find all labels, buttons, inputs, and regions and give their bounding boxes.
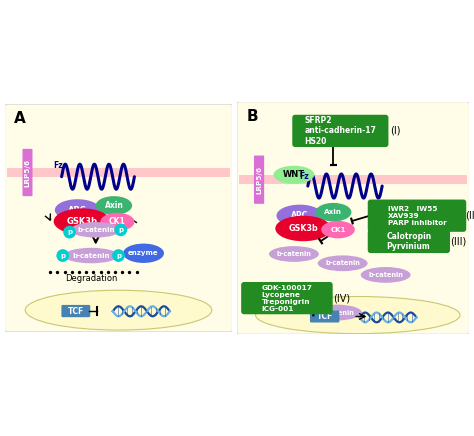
Text: SFRP2
anti-cadherin-17
HS20: SFRP2 anti-cadherin-17 HS20 [304, 116, 376, 146]
Text: WNT: WNT [283, 170, 305, 179]
Ellipse shape [273, 166, 314, 184]
Text: CK1: CK1 [109, 218, 126, 226]
Text: LRP5/6: LRP5/6 [256, 166, 262, 194]
Text: Axin: Axin [104, 201, 123, 210]
Text: (IV): (IV) [333, 293, 350, 303]
Circle shape [114, 224, 127, 236]
Text: B: B [246, 109, 258, 124]
Ellipse shape [55, 199, 100, 221]
Ellipse shape [123, 244, 164, 263]
Ellipse shape [312, 305, 362, 320]
Text: p: p [67, 229, 72, 235]
FancyBboxPatch shape [239, 176, 467, 184]
FancyBboxPatch shape [237, 102, 469, 334]
Text: b-catenin: b-catenin [368, 272, 403, 278]
Text: Degradation: Degradation [65, 274, 118, 283]
FancyBboxPatch shape [241, 282, 333, 314]
Ellipse shape [64, 248, 118, 263]
Text: TCF: TCF [68, 307, 84, 316]
Ellipse shape [100, 213, 135, 231]
Ellipse shape [54, 208, 110, 235]
Text: Axin: Axin [324, 209, 342, 215]
Text: GDK-100017
Lycopene
Treponigrin
ICG-001: GDK-100017 Lycopene Treponigrin ICG-001 [262, 285, 312, 312]
Text: GSK3b: GSK3b [288, 224, 318, 233]
Ellipse shape [276, 204, 323, 227]
Text: Calotropin
Pyrvinium: Calotropin Pyrvinium [386, 232, 431, 251]
Text: CK1: CK1 [330, 227, 346, 233]
Text: APC: APC [291, 211, 308, 220]
Ellipse shape [71, 222, 121, 238]
Ellipse shape [321, 221, 355, 238]
Ellipse shape [269, 246, 319, 262]
Text: p: p [118, 227, 123, 233]
FancyBboxPatch shape [292, 115, 388, 147]
Text: APC: APC [68, 205, 87, 215]
Ellipse shape [315, 203, 351, 221]
Text: b-catenin: b-catenin [276, 251, 311, 257]
FancyBboxPatch shape [254, 156, 264, 204]
FancyBboxPatch shape [7, 168, 230, 177]
Ellipse shape [318, 255, 368, 271]
Ellipse shape [255, 296, 460, 334]
Text: GSK3b: GSK3b [66, 217, 98, 226]
Text: IWR2   IW55
XAV939
PARP inhibitor: IWR2 IW55 XAV939 PARP inhibitor [388, 206, 447, 226]
Text: b-catenin: b-catenin [73, 252, 110, 259]
Circle shape [112, 249, 125, 262]
Text: enzyme: enzyme [128, 250, 159, 256]
Text: b-catenin: b-catenin [319, 310, 354, 316]
Text: p: p [116, 252, 121, 259]
Text: TCF: TCF [317, 312, 333, 321]
Circle shape [56, 249, 69, 262]
FancyBboxPatch shape [368, 229, 450, 253]
Ellipse shape [361, 267, 410, 283]
Text: p: p [60, 252, 65, 259]
FancyBboxPatch shape [368, 200, 466, 232]
Text: A: A [14, 111, 26, 126]
Text: Fz: Fz [54, 161, 63, 170]
Ellipse shape [275, 216, 331, 241]
Text: Fz: Fz [300, 172, 309, 181]
Circle shape [63, 226, 76, 238]
FancyBboxPatch shape [310, 310, 339, 323]
FancyBboxPatch shape [5, 104, 232, 332]
Text: b-catenin: b-catenin [325, 260, 360, 266]
Ellipse shape [96, 196, 132, 215]
Text: b-catenin: b-catenin [77, 227, 115, 233]
FancyBboxPatch shape [22, 149, 33, 196]
Ellipse shape [25, 290, 212, 330]
Text: LRP5/6: LRP5/6 [25, 158, 30, 187]
Text: (III): (III) [450, 236, 466, 246]
FancyBboxPatch shape [62, 305, 90, 317]
Text: (I): (I) [390, 126, 401, 136]
Text: (II): (II) [465, 211, 474, 221]
